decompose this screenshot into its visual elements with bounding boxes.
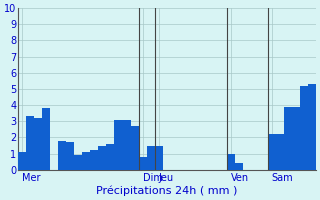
Bar xyxy=(90,150,98,170)
Bar xyxy=(42,108,50,170)
Bar xyxy=(292,107,300,170)
Bar xyxy=(74,155,82,170)
Bar xyxy=(300,86,308,170)
Bar xyxy=(235,163,243,170)
Bar xyxy=(98,146,107,170)
Bar xyxy=(34,118,42,170)
Bar xyxy=(155,146,163,170)
Bar xyxy=(268,134,276,170)
Bar xyxy=(227,154,235,170)
Bar xyxy=(147,146,155,170)
Bar xyxy=(139,157,147,170)
Bar xyxy=(115,120,123,170)
Bar xyxy=(276,134,284,170)
Bar xyxy=(284,107,292,170)
Bar xyxy=(131,126,139,170)
Bar xyxy=(26,116,34,170)
X-axis label: Précipitations 24h ( mm ): Précipitations 24h ( mm ) xyxy=(96,185,237,196)
Bar xyxy=(123,120,131,170)
Bar xyxy=(66,142,74,170)
Bar xyxy=(58,141,66,170)
Bar xyxy=(18,152,26,170)
Bar xyxy=(82,152,90,170)
Bar xyxy=(107,144,115,170)
Bar xyxy=(308,84,316,170)
